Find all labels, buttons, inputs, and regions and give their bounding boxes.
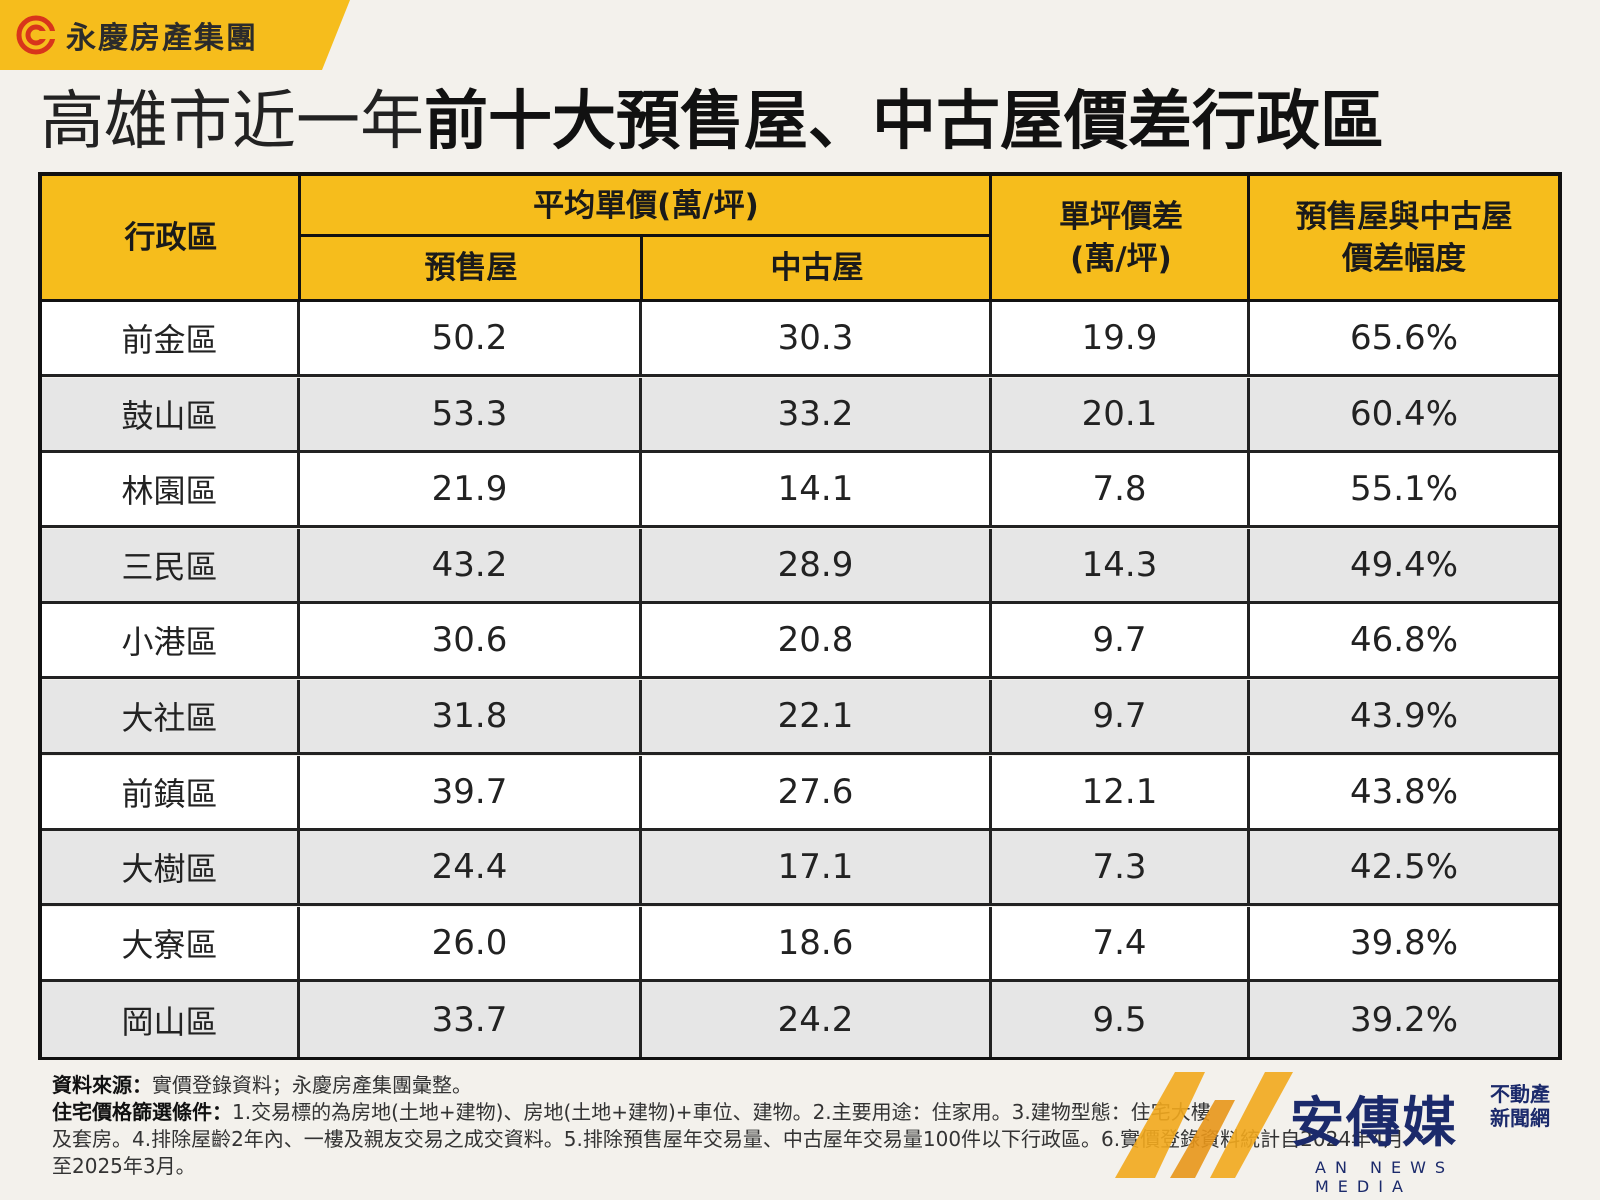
watermark-sub2: 新聞網 <box>1490 1106 1550 1130</box>
watermark-sub1: 不動產 <box>1490 1082 1550 1106</box>
price-gap-pct-cell: 43.9% <box>1349 696 1458 736</box>
title-light: 高雄市近一年 <box>40 85 424 159</box>
price-diff-cell: 19.9 <box>992 302 1250 374</box>
price-diff-cell: 7.4 <box>992 906 1250 979</box>
price-gap-pct-cell: 55.1% <box>1349 469 1458 510</box>
used-price-cell: 18.6 <box>642 906 992 979</box>
header-avg-price: 平均單價(萬/坪) <box>533 188 759 224</box>
district-cell: 大寮區 <box>42 906 300 979</box>
watermark-en: AN NEWS MEDIA <box>1315 1158 1455 1196</box>
header-diff: 單坪價差 (萬/坪) <box>992 176 1250 299</box>
presale-price-cell: 24.4 <box>300 831 642 904</box>
used-price-cell: 24.2 <box>642 982 992 1058</box>
district-cell: 前金區 <box>42 302 300 374</box>
footnotes: 資料來源：實價登錄資料；永慶房產集團彙整。 住宅價格篩選條件：1.交易標的為房地… <box>52 1072 1552 1180</box>
table-row: 鼓山區 53.3 33.2 20.1 60.4% <box>42 377 1558 453</box>
price-gap-pct-cell: 43.8% <box>1349 771 1458 812</box>
table-row: 林園區 21.9 14.1 7.8 55.1% <box>42 453 1558 529</box>
presale-price-cell: 30.6 <box>300 604 642 677</box>
criteria-label: 住宅價格篩選條件： <box>52 1100 232 1124</box>
title-bold: 前十大預售屋、中古屋價差行政區 <box>424 85 1384 159</box>
presale-price-cell: 33.7 <box>300 982 642 1058</box>
presale-price-cell: 21.9 <box>300 453 642 526</box>
district-cell: 三民區 <box>42 528 300 601</box>
page-title: 高雄市近一年前十大預售屋、中古屋價差行政區 <box>40 82 1570 162</box>
table-row: 岡山區 33.7 24.2 9.5 39.2% <box>42 982 1558 1058</box>
presale-price-cell: 50.2 <box>300 302 642 374</box>
watermark: 安傳媒 不動產 新聞網 AN NEWS MEDIA <box>1115 1070 1565 1196</box>
header-diff-line2: (萬/坪) <box>1070 240 1172 277</box>
price-diff-cell: 20.1 <box>992 377 1250 450</box>
price-diff-cell: 9.5 <box>992 982 1250 1058</box>
table-row: 小港區 30.6 20.8 9.7 46.8% <box>42 604 1558 680</box>
brand-name: 永慶房產集團 <box>66 21 258 56</box>
district-cell: 大社區 <box>42 680 300 752</box>
price-diff-cell: 9.7 <box>992 680 1250 752</box>
header-pct: 預售屋與中古屋 價差幅度 <box>1250 176 1558 299</box>
source-label: 資料來源： <box>52 1073 152 1097</box>
used-price-cell: 22.1 <box>642 680 992 752</box>
price-gap-pct-cell: 42.5% <box>1349 847 1458 888</box>
table-row: 前鎮區 39.7 27.6 12.1 43.8% <box>42 755 1558 831</box>
price-gap-table: 行政區 平均單價(萬/坪) 預售屋 中古屋 單坪價差 (萬/坪) 預售屋與中古屋… <box>38 172 1562 1060</box>
criteria-line1: 1.交易標的為房地(土地+建物)、房地(土地+建物)+車位、建物。2.主要用途：… <box>232 1100 1211 1124</box>
table-row: 前金區 50.2 30.3 19.9 65.6% <box>42 302 1558 377</box>
header-pct-line1: 預售屋與中古屋 <box>1295 198 1513 235</box>
used-price-cell: 30.3 <box>642 302 992 374</box>
used-price-cell: 27.6 <box>642 755 992 828</box>
price-diff-cell: 14.3 <box>992 528 1250 601</box>
district-cell: 大樹區 <box>42 831 300 904</box>
criteria-note: 住宅價格篩選條件：1.交易標的為房地(土地+建物)、房地(土地+建物)+車位、建… <box>52 1099 1552 1126</box>
used-price-cell: 33.2 <box>642 377 992 450</box>
price-diff-cell: 12.1 <box>992 755 1250 828</box>
brand-logo-icon <box>16 15 56 55</box>
used-price-cell: 17.1 <box>642 831 992 904</box>
price-diff-cell: 7.8 <box>992 453 1250 526</box>
price-gap-pct-cell: 46.8% <box>1349 620 1458 661</box>
used-price-cell: 20.8 <box>642 604 992 677</box>
district-cell: 鼓山區 <box>42 377 300 450</box>
header-divider <box>989 176 992 299</box>
header-divider <box>1247 176 1250 299</box>
district-cell: 前鎮區 <box>42 755 300 828</box>
header-divider <box>298 176 301 299</box>
criteria-line3: 至2025年3月。 <box>52 1154 196 1178</box>
table-header: 行政區 平均單價(萬/坪) 預售屋 中古屋 單坪價差 (萬/坪) 預售屋與中古屋… <box>42 176 1558 302</box>
price-diff-cell: 9.7 <box>992 604 1250 677</box>
price-diff-cell: 7.3 <box>992 831 1250 904</box>
used-price-cell: 28.9 <box>642 528 992 601</box>
watermark-logo-icon <box>1115 1072 1293 1178</box>
presale-price-cell: 53.3 <box>300 377 642 450</box>
table-row: 大寮區 26.0 18.6 7.4 39.8% <box>42 906 1558 982</box>
header-divider <box>640 236 643 299</box>
header-divider <box>300 234 992 237</box>
source-note: 資料來源：實價登錄資料；永慶房產集團彙整。 <box>52 1072 1552 1099</box>
presale-price-cell: 39.7 <box>300 755 642 828</box>
table-row: 大社區 31.8 22.1 9.7 43.9% <box>42 680 1558 755</box>
presale-price-cell: 26.0 <box>300 906 642 979</box>
district-cell: 小港區 <box>42 604 300 677</box>
price-gap-pct-cell: 39.2% <box>1349 999 1458 1040</box>
price-gap-pct-cell: 60.4% <box>1349 393 1458 434</box>
header-presale: 預售屋 <box>424 249 518 286</box>
header-pct-line2: 價差幅度 <box>1342 240 1466 277</box>
source-text: 實價登錄資料；永慶房產集團彙整。 <box>152 1073 472 1097</box>
price-gap-pct-cell: 49.4% <box>1349 544 1458 585</box>
presale-price-cell: 43.2 <box>300 528 642 601</box>
watermark-name: 安傳媒 <box>1290 1091 1458 1154</box>
table-row: 三民區 43.2 28.9 14.3 49.4% <box>42 528 1558 604</box>
price-gap-pct-cell: 39.8% <box>1349 922 1458 963</box>
table-row: 大樹區 24.4 17.1 7.3 42.5% <box>42 831 1558 907</box>
watermark-sub: 不動產 新聞網 <box>1490 1082 1550 1130</box>
used-price-cell: 14.1 <box>642 453 992 526</box>
price-gap-pct-cell: 65.6% <box>1349 318 1458 358</box>
header-diff-line1: 單坪價差 <box>1059 198 1183 235</box>
brand-tab: 永慶房產集團 <box>0 0 350 70</box>
criteria-line2: 及套房。4.排除屋齡2年內、一樓及親友交易之成交資料。5.排除預售屋年交易量、中… <box>52 1127 1404 1151</box>
district-cell: 岡山區 <box>42 982 300 1058</box>
presale-price-cell: 31.8 <box>300 680 642 752</box>
header-used: 中古屋 <box>770 249 864 286</box>
header-district: 行政區 <box>124 219 218 256</box>
district-cell: 林園區 <box>42 453 300 526</box>
